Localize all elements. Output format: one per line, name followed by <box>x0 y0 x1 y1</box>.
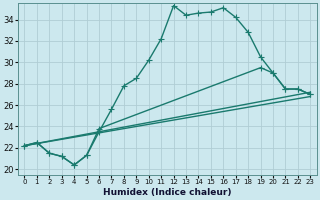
X-axis label: Humidex (Indice chaleur): Humidex (Indice chaleur) <box>103 188 232 197</box>
